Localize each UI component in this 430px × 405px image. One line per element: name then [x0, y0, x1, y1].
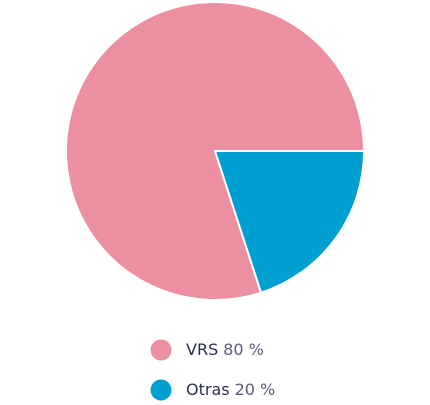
legend-swatch [150, 339, 172, 361]
legend-label: VRS [186, 340, 218, 359]
legend-entry: VRS 80 % [186, 340, 264, 359]
legend-value: 20 % [235, 380, 276, 399]
legend-label: Otras [186, 380, 230, 399]
pie-slice [213, 150, 366, 294]
legend-entry: Otras 20 % [186, 380, 275, 399]
legend-value: 80 % [223, 340, 264, 359]
legend-swatch [150, 379, 172, 401]
